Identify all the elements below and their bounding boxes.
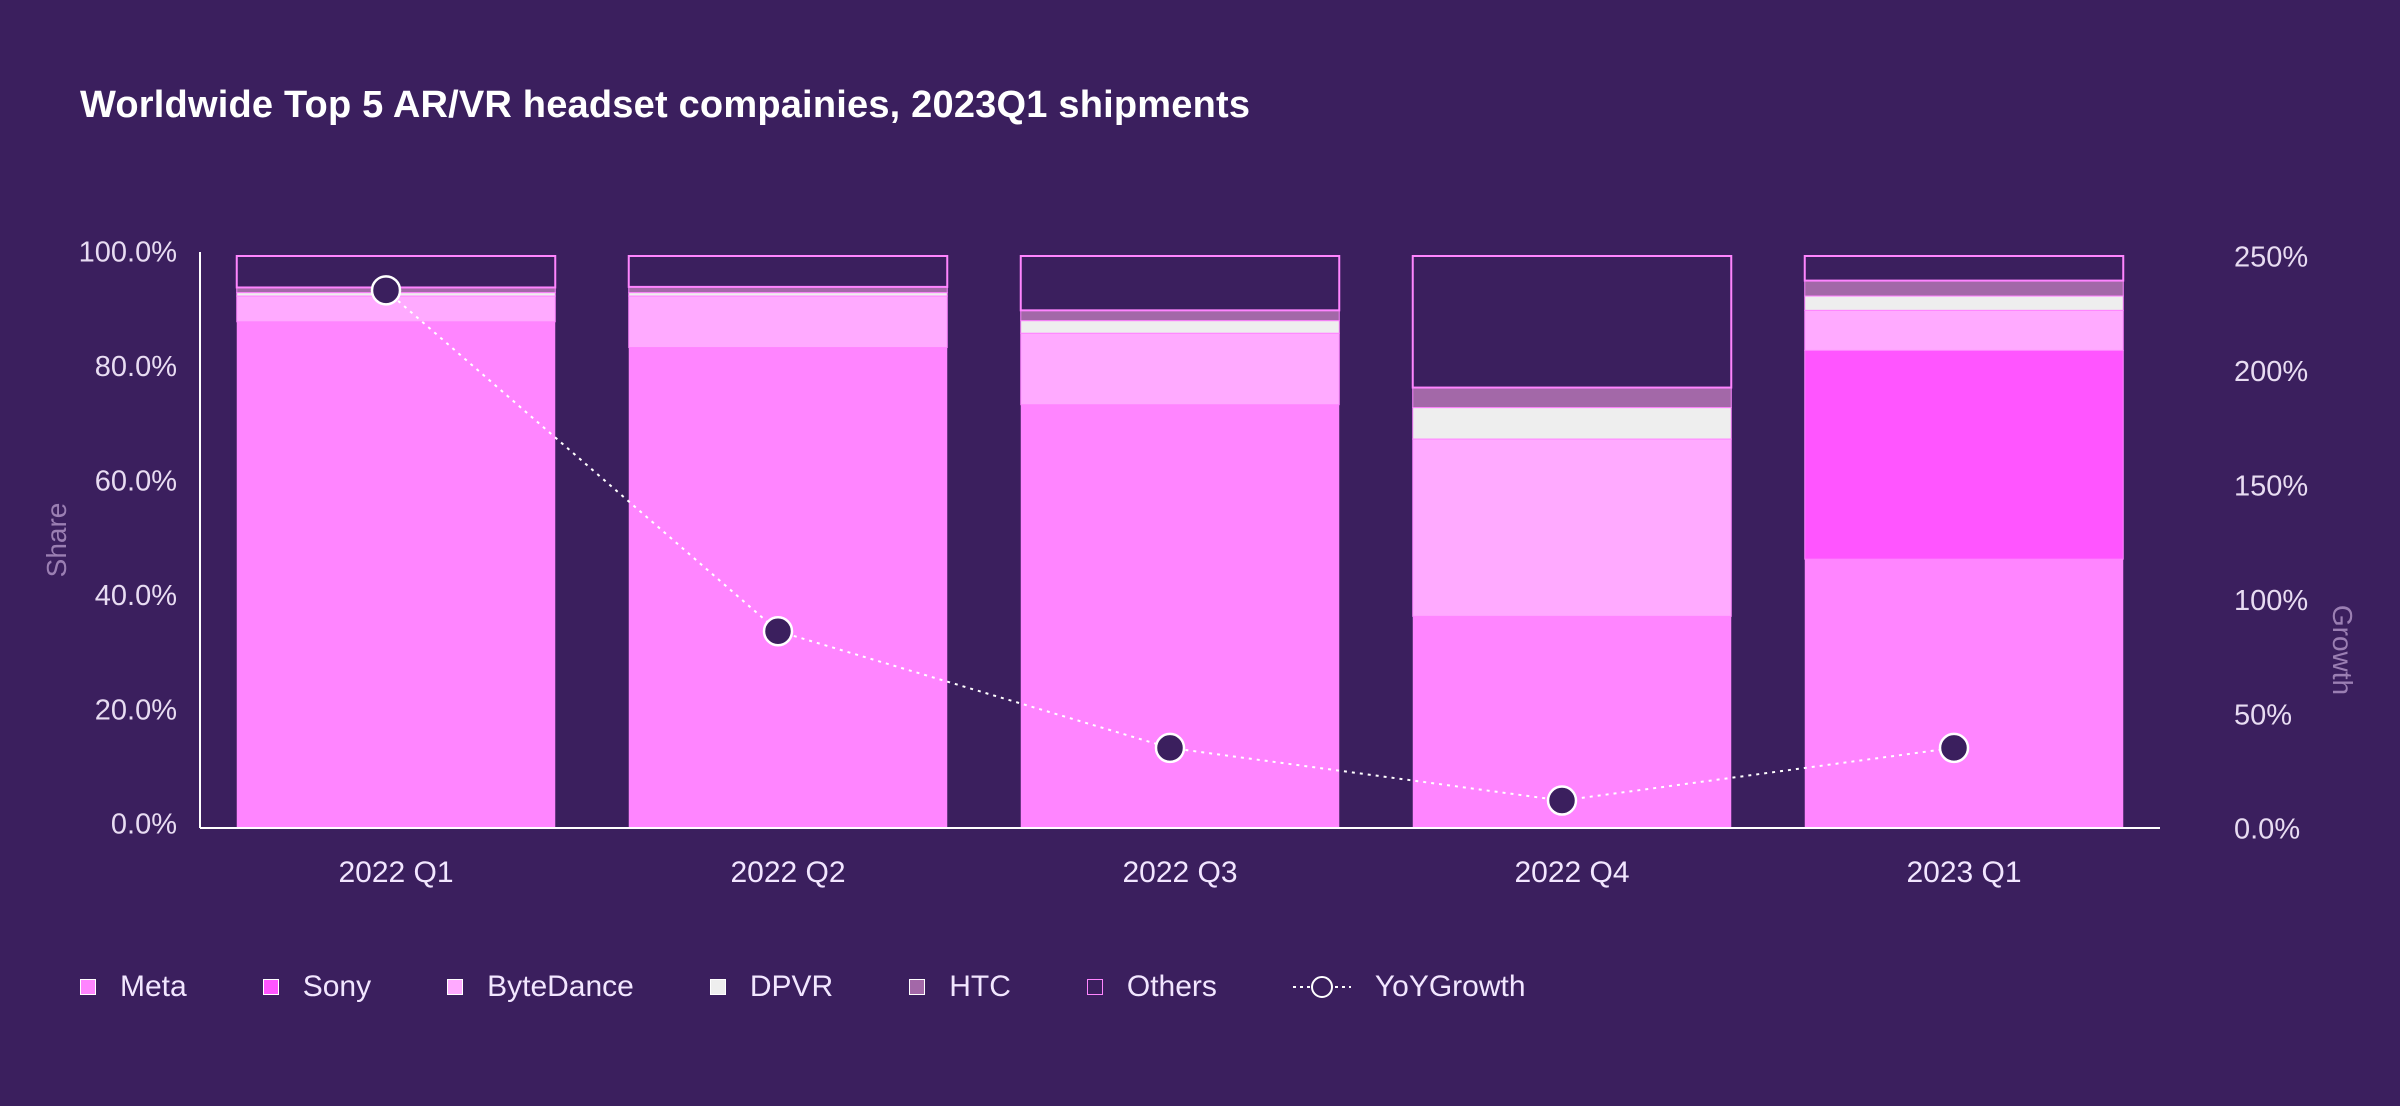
chart-title: Worldwide Top 5 AR/VR headset compainies… bbox=[80, 84, 1251, 126]
bar-segment-others bbox=[1411, 255, 1733, 389]
legend-swatch bbox=[80, 979, 96, 995]
legend-swatch bbox=[1086, 979, 1103, 995]
legend-label: ByteDance bbox=[487, 970, 634, 1003]
legend-label: YoYGrowth bbox=[1374, 970, 1526, 1003]
bar-segment-meta bbox=[1804, 559, 2124, 828]
legend-item-others: Others bbox=[1086, 970, 1217, 1004]
bar-segment-dpvr bbox=[628, 292, 948, 297]
y2-tick-label: 200% bbox=[2234, 356, 2308, 388]
legend-swatch bbox=[909, 979, 926, 995]
y-axis-title: Share bbox=[41, 503, 72, 578]
bar-segment-sony bbox=[1804, 349, 2124, 560]
bar-segment-meta bbox=[236, 321, 556, 828]
legend-line-swatch-icon bbox=[1292, 976, 1351, 998]
y2-tick-label: 0.0% bbox=[2234, 814, 2300, 846]
yoy-growth-point bbox=[1546, 785, 1578, 816]
y-tick-label: 60.0% bbox=[95, 465, 177, 497]
bar-segment-bytedance bbox=[1412, 438, 1732, 617]
yoy-growth-point bbox=[1154, 732, 1186, 764]
y2-tick-label: 50% bbox=[2234, 699, 2292, 731]
y-tick-label: 40.0% bbox=[95, 580, 177, 612]
legend-label: HTC bbox=[949, 970, 1011, 1003]
y-tick-label: 0.0% bbox=[111, 809, 177, 841]
x-tick-label: 2023 Q1 bbox=[1906, 856, 2021, 889]
bar-segment-htc bbox=[1804, 280, 2124, 297]
bar-segment-meta bbox=[628, 347, 948, 828]
legend-swatch bbox=[262, 979, 279, 995]
legend-item-sony: Sony bbox=[262, 970, 372, 1004]
bar-segment-bytedance bbox=[1804, 309, 2124, 351]
legend-swatch bbox=[709, 979, 726, 995]
legend-item-bytedance: ByteDance bbox=[447, 970, 634, 1004]
bar-segment-htc bbox=[1020, 309, 1340, 322]
bar-segment-bytedance bbox=[1020, 332, 1340, 406]
bar-segment-dpvr bbox=[1020, 320, 1340, 334]
bar-segment-htc bbox=[1412, 387, 1732, 409]
legend-label: Meta bbox=[120, 970, 187, 1003]
legend-item-yoygrowth: YoYGrowth bbox=[1292, 970, 1526, 1004]
legend-item-dpvr: DPVR bbox=[709, 970, 834, 1004]
bar-segment-others bbox=[1019, 255, 1341, 312]
x-tick-label: 2022 Q3 bbox=[1122, 856, 1237, 889]
y2-tick-label: 150% bbox=[2234, 470, 2308, 502]
y-tick-label: 80.0% bbox=[95, 351, 177, 383]
bar-segment-others bbox=[1803, 255, 2125, 282]
bar-segment-others bbox=[627, 255, 949, 288]
yoy-growth-point bbox=[762, 615, 794, 647]
x-tick-label: 2022 Q2 bbox=[730, 856, 845, 889]
y-tick-label: 20.0% bbox=[95, 694, 177, 726]
legend-label: Others bbox=[1126, 970, 1217, 1003]
legend-label: DPVR bbox=[749, 970, 834, 1003]
x-tick-label: 2022 Q1 bbox=[338, 856, 453, 889]
bar-segment-bytedance bbox=[628, 295, 948, 349]
legend-item-meta: Meta bbox=[80, 970, 187, 1004]
yoy-growth-point bbox=[370, 275, 402, 306]
bar-segment-meta bbox=[1020, 404, 1340, 828]
chart-legend: Meta Sony ByteDance DPVR HTC Others YoYGrowth bbox=[80, 970, 1602, 1004]
y2-tick-label: 250% bbox=[2234, 242, 2308, 274]
yoy-growth-point bbox=[1938, 732, 1970, 764]
bar-segment-dpvr bbox=[1804, 295, 2124, 311]
x-tick-label: 2022 Q4 bbox=[1514, 856, 1629, 889]
legend-swatch bbox=[447, 979, 464, 995]
stacked-bar-chart: 0.0% 20.0% 40.0% 60.0% 80.0% 100.0% 0.0% 50% 100… bbox=[41, 237, 2358, 889]
legend-label: Sony bbox=[302, 970, 372, 1003]
y2-tick-label: 100% bbox=[2234, 585, 2308, 617]
y2-axis-title: Growth bbox=[2327, 605, 2358, 695]
bar-segment-dpvr bbox=[1412, 407, 1732, 440]
legend-item-htc: HTC bbox=[909, 970, 1011, 1004]
y-tick-label: 100.0% bbox=[79, 237, 177, 269]
